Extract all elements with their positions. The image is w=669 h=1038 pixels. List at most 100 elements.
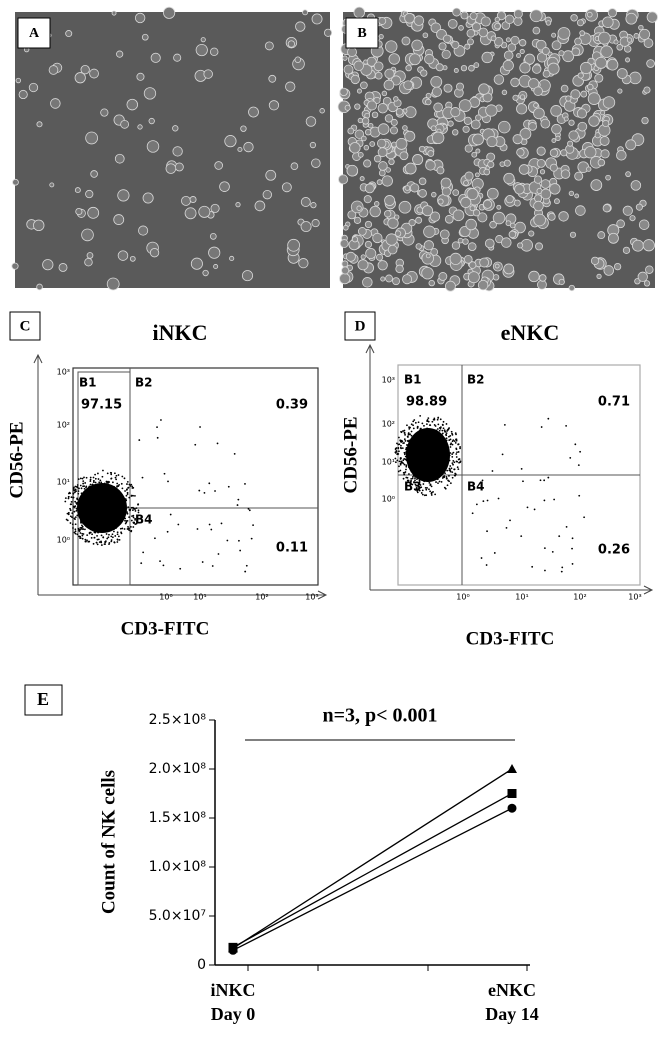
cell — [580, 90, 588, 98]
event-dot — [423, 478, 426, 480]
event-dot — [132, 494, 134, 497]
cell — [394, 230, 402, 237]
cell — [496, 204, 502, 210]
event-dot — [108, 533, 110, 536]
event-dot — [134, 517, 137, 520]
event-dot — [403, 463, 406, 466]
cell — [305, 116, 317, 127]
cell — [377, 103, 388, 114]
event-dot — [114, 502, 116, 505]
cell — [463, 180, 469, 186]
cell — [309, 141, 317, 149]
cell — [600, 149, 610, 159]
cell — [254, 200, 266, 212]
event-dot — [442, 427, 445, 430]
event-dot — [457, 451, 460, 453]
event-dot — [455, 439, 458, 442]
event-dot — [412, 424, 414, 427]
event-dot — [237, 498, 240, 501]
event-dot — [89, 490, 92, 492]
cell — [607, 232, 619, 244]
cell — [643, 86, 651, 94]
cell — [587, 83, 594, 91]
event-dot — [92, 481, 95, 483]
cell — [490, 35, 497, 42]
event-dot — [417, 446, 419, 449]
event-dot — [81, 477, 84, 480]
event-dot — [409, 433, 412, 436]
event-dot — [109, 528, 111, 531]
event-dot — [409, 454, 412, 457]
cell — [339, 239, 349, 248]
event-dot — [67, 492, 70, 495]
event-dot — [109, 488, 112, 491]
gate-percent: 0.11 — [276, 541, 308, 556]
event-dot — [449, 482, 452, 485]
event-dot — [402, 430, 404, 432]
event-dot — [418, 463, 421, 466]
cell — [542, 69, 551, 78]
event-dot — [120, 511, 123, 514]
event-dot — [414, 421, 417, 424]
event-dot — [138, 439, 141, 441]
event-dot — [404, 433, 406, 436]
cell — [80, 65, 90, 75]
event-dot — [434, 439, 437, 442]
event-dot — [131, 509, 134, 512]
event-dot — [123, 505, 126, 507]
event-dot — [423, 494, 426, 497]
event-dot — [115, 513, 118, 516]
cell — [471, 22, 482, 32]
cell — [384, 68, 395, 79]
event-dot — [110, 477, 113, 480]
cell — [74, 72, 86, 84]
cell — [435, 63, 444, 72]
gate-percent: 97.15 — [81, 398, 122, 413]
cell — [444, 214, 454, 224]
label-box — [344, 311, 376, 341]
cell — [467, 271, 480, 284]
event-dot — [409, 443, 412, 446]
event-dot — [403, 429, 406, 432]
event-dot — [417, 488, 420, 491]
event-dot — [446, 448, 448, 451]
cell — [361, 117, 370, 125]
event-dot — [108, 543, 110, 546]
event-dot — [76, 497, 78, 500]
event-dot — [400, 460, 403, 463]
cell — [268, 100, 280, 111]
event-dot — [100, 544, 103, 546]
cell — [467, 242, 477, 252]
event-dot — [107, 486, 109, 489]
event-dot — [102, 485, 105, 487]
cell — [466, 188, 479, 201]
cell — [141, 33, 149, 41]
cell — [281, 182, 292, 193]
cell — [555, 135, 561, 141]
event-dot — [401, 447, 404, 450]
cell — [568, 130, 579, 141]
cell — [584, 146, 597, 159]
cell — [172, 146, 183, 157]
event-dot — [399, 439, 402, 442]
event-dot — [117, 521, 119, 524]
event-dot — [396, 442, 398, 445]
cell — [388, 53, 400, 65]
event-dot — [400, 444, 402, 447]
event-dot — [451, 455, 454, 458]
event-dot — [94, 531, 97, 534]
event-dot — [83, 504, 85, 506]
event-dot — [429, 444, 432, 447]
event-dot — [99, 479, 102, 482]
event-dot — [547, 476, 550, 479]
event-dot — [208, 482, 211, 485]
event-dot — [87, 513, 90, 516]
event-dot — [83, 492, 86, 495]
event-dot — [67, 513, 70, 516]
cell — [462, 125, 470, 133]
cell — [357, 117, 363, 124]
event-dot — [100, 540, 102, 543]
event-dot — [412, 453, 415, 456]
cell — [477, 279, 489, 291]
cell — [248, 106, 259, 118]
